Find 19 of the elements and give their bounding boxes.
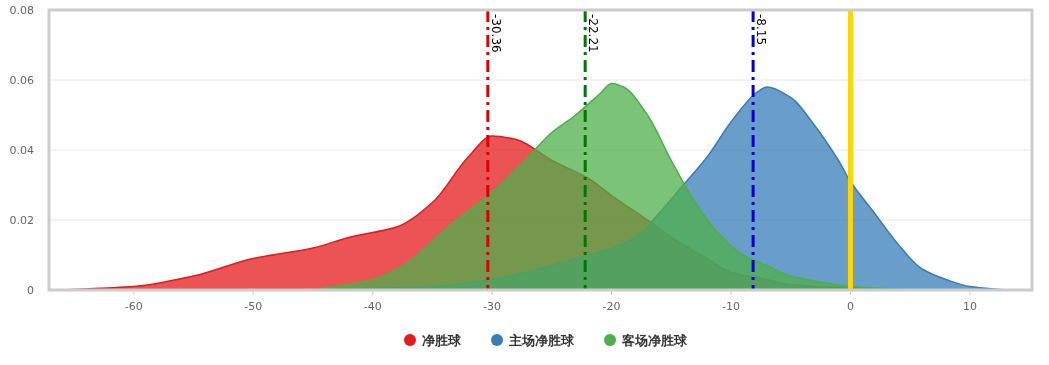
x-tick-label: -50 xyxy=(244,300,263,313)
x-tick-label: 10 xyxy=(962,300,977,313)
y-tick-label: 0.02 xyxy=(9,214,34,227)
y-tick-label: 0.08 xyxy=(9,4,34,17)
ref-line-label: -22.21 xyxy=(586,14,601,53)
y-tick-label: 0.06 xyxy=(9,74,34,87)
x-tick-label: -10 xyxy=(722,300,740,313)
legend-label: 主场净胜球 xyxy=(508,333,575,348)
legend-label: 客场净胜球 xyxy=(621,333,688,348)
x-tick-label: -30 xyxy=(483,300,502,313)
x-tick-label: -40 xyxy=(363,300,382,313)
x-tick-label: -60 xyxy=(124,300,143,313)
legend-label: 净胜球 xyxy=(422,333,462,348)
y-tick-label: 0.04 xyxy=(9,144,34,157)
ref-line-label: -30.36 xyxy=(488,14,503,53)
x-tick-label: -20 xyxy=(602,300,621,313)
ref-line-label: -8.15 xyxy=(754,14,769,46)
x-tick-label: 0 xyxy=(846,300,854,313)
y-tick-label: 0 xyxy=(27,284,34,297)
